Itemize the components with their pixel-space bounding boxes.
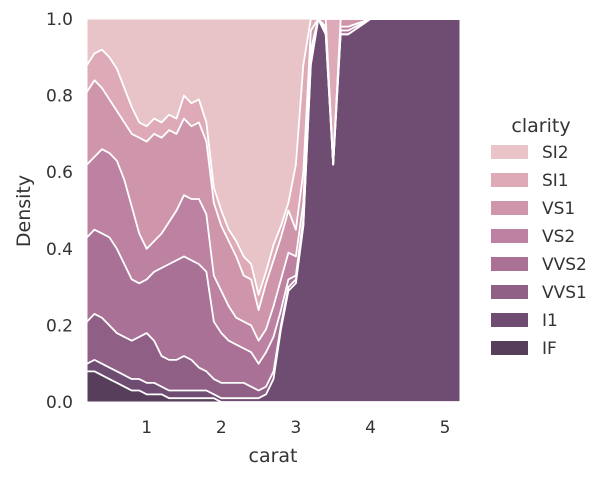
y-tick-label: 0.8 xyxy=(46,87,73,107)
y-tick-label: 0.6 xyxy=(46,163,73,183)
area-vvs2 xyxy=(87,19,460,391)
area-si1 xyxy=(87,19,460,311)
legend-swatch-vs1 xyxy=(491,201,528,215)
legend-title: clarity xyxy=(511,115,570,137)
legend-items: SI2 SI1 VS1 VS2 VVS2 VVS1 I1 IF xyxy=(491,143,587,359)
x-tick-label: 2 xyxy=(216,418,227,438)
legend-label-vvs1: VVS1 xyxy=(542,283,587,303)
legend-label-vs1: VS1 xyxy=(542,199,575,219)
area-if xyxy=(87,371,460,402)
y-axis-ticks: 0.0 0.2 0.4 0.6 0.8 1.0 xyxy=(46,10,73,413)
area-si2 xyxy=(87,19,460,295)
area-vs1 xyxy=(87,19,460,341)
plot-frame xyxy=(86,18,461,403)
area-i1 xyxy=(87,19,460,402)
x-tick-label: 5 xyxy=(440,418,451,438)
legend-swatch-vvs1 xyxy=(491,285,528,299)
y-tick-label: 1.0 xyxy=(46,10,73,30)
legend-label-vs2: VS2 xyxy=(542,227,575,247)
x-tick-label: 3 xyxy=(290,418,301,438)
legend-swatch-si1 xyxy=(491,173,528,187)
legend-swatch-if xyxy=(491,341,528,355)
x-tick-label: 4 xyxy=(365,418,376,438)
y-tick-label: 0.2 xyxy=(46,316,73,336)
legend-swatch-si2 xyxy=(491,145,528,159)
y-tick-label: 0.0 xyxy=(46,393,73,413)
y-tick-label: 0.4 xyxy=(46,240,73,260)
x-axis-ticks: 1 2 3 4 5 xyxy=(141,418,450,438)
legend-label-vvs2: VVS2 xyxy=(542,255,587,275)
density-areas xyxy=(87,19,460,402)
y-axis-label: Density xyxy=(13,175,35,247)
legend-swatch-vvs2 xyxy=(491,257,528,271)
legend-swatch-vs2 xyxy=(491,229,528,243)
outline-i1 xyxy=(86,18,460,400)
x-tick-label: 1 xyxy=(141,418,152,438)
legend-label-i1: I1 xyxy=(542,311,558,331)
outline-vs2 xyxy=(86,18,460,342)
legend-swatch-i1 xyxy=(491,313,528,327)
legend: clarity SI2 SI1 VS1 VS2 VVS2 VVS1 I1 IF xyxy=(491,115,587,359)
legend-label-si1: SI1 xyxy=(542,171,569,191)
legend-label-if: IF xyxy=(542,339,557,359)
x-axis-label: carat xyxy=(249,445,298,467)
legend-label-si2: SI2 xyxy=(542,143,569,163)
outline-vvs2 xyxy=(86,18,460,365)
area-vvs1 xyxy=(87,19,460,399)
